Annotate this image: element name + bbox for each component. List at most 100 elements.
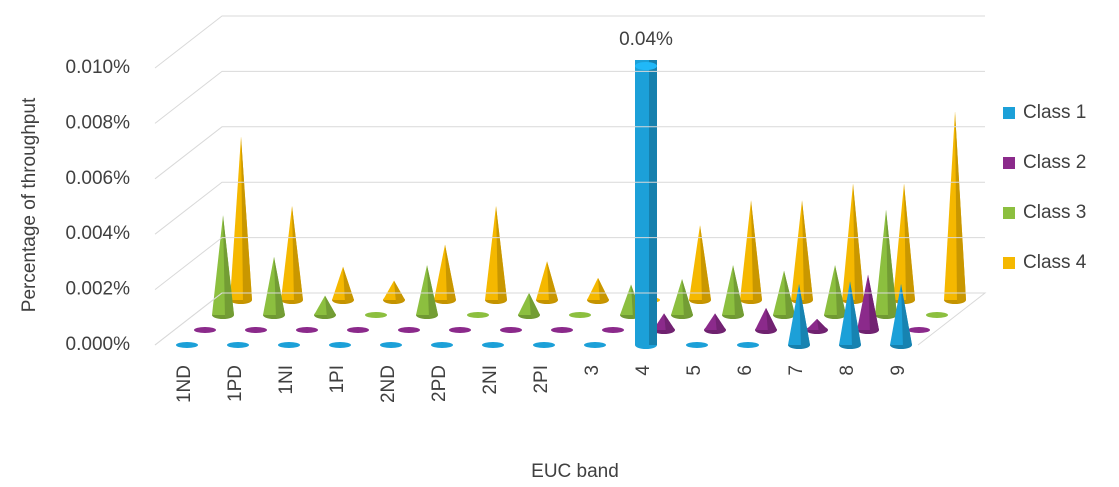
cone xyxy=(227,342,249,348)
cone-base xyxy=(602,327,624,333)
cone-base xyxy=(227,342,249,348)
cone-base xyxy=(482,342,504,348)
cone-shade xyxy=(784,270,795,318)
cone-base xyxy=(686,342,708,348)
cone xyxy=(806,318,828,334)
cone xyxy=(569,312,591,318)
cone-shade xyxy=(835,265,846,318)
grid-line xyxy=(154,70,985,124)
cone xyxy=(482,342,504,348)
cone-shade xyxy=(529,292,540,318)
cone-base xyxy=(398,327,420,333)
x-tick-label: 1NI xyxy=(276,365,297,395)
cone xyxy=(704,313,726,334)
x-tick-label: 1ND xyxy=(174,365,195,403)
cone-shade xyxy=(904,183,915,303)
x-axis-title: EUC band xyxy=(531,461,619,482)
cone-shade xyxy=(766,307,777,333)
cone xyxy=(212,215,234,319)
cone-base xyxy=(584,342,606,348)
cone-shade xyxy=(343,266,354,303)
cone xyxy=(365,312,387,318)
cone xyxy=(875,209,897,319)
legend-swatch xyxy=(1003,257,1015,269)
cone-shade xyxy=(733,265,744,318)
cone xyxy=(653,313,675,334)
cone xyxy=(722,265,744,319)
cone-shade xyxy=(751,200,762,303)
cone-base xyxy=(431,342,453,348)
cone xyxy=(824,265,846,319)
cone xyxy=(839,281,861,349)
cone-base xyxy=(329,342,351,348)
cone-shade xyxy=(496,205,507,303)
cone xyxy=(485,205,507,304)
cone xyxy=(467,312,489,318)
cone-shade xyxy=(850,281,861,348)
cone xyxy=(551,327,573,333)
cone xyxy=(788,284,810,349)
x-tick-label: 2PI xyxy=(531,365,552,394)
cone xyxy=(332,266,354,304)
cone xyxy=(245,327,267,333)
cone xyxy=(737,342,759,348)
cone-shade xyxy=(223,215,234,318)
cone xyxy=(518,292,540,319)
grid-line xyxy=(154,126,985,180)
data-label: 0.04% xyxy=(619,29,673,50)
cone xyxy=(383,280,405,304)
cone xyxy=(398,327,420,333)
cone xyxy=(635,60,657,349)
cone-base xyxy=(176,342,198,348)
cone xyxy=(926,312,948,318)
y-tick-label: 0.002% xyxy=(66,279,131,300)
cone-shade xyxy=(682,278,693,318)
cone-shade xyxy=(901,284,912,348)
x-tick-label: 8 xyxy=(837,365,858,376)
cone xyxy=(587,277,609,304)
x-tick-label: 5 xyxy=(684,365,705,376)
y-tick-label: 0.000% xyxy=(66,334,131,355)
x-tick-label: 4 xyxy=(633,365,654,376)
cone-shade xyxy=(886,209,897,318)
x-tick-label: 1PI xyxy=(327,365,348,394)
cone-shade xyxy=(868,274,879,333)
floor xyxy=(154,292,987,346)
cone-base xyxy=(467,312,489,318)
cone-shade xyxy=(427,265,438,318)
cone-base xyxy=(908,327,930,333)
cone-shade xyxy=(241,136,252,303)
cone xyxy=(329,342,351,348)
cone-shade xyxy=(664,313,675,333)
cone xyxy=(416,265,438,319)
cone-base xyxy=(296,327,318,333)
cone xyxy=(347,327,369,333)
x-tick-label: 2ND xyxy=(378,365,399,403)
cylinder-top xyxy=(635,62,657,70)
cone-base xyxy=(380,342,402,348)
cone-base xyxy=(194,327,216,333)
cone-base xyxy=(737,342,759,348)
y-tick-label: 0.008% xyxy=(66,112,131,133)
cone xyxy=(533,342,555,348)
cone xyxy=(449,327,471,333)
legend-label: Class 1 xyxy=(1023,102,1086,123)
x-tick-label: 6 xyxy=(735,365,756,376)
y-tick-label: 0.006% xyxy=(66,168,131,189)
cone xyxy=(671,278,693,319)
legend-label: Class 4 xyxy=(1023,252,1087,273)
cone-base xyxy=(449,327,471,333)
cone-base xyxy=(533,342,555,348)
cone xyxy=(584,342,606,348)
x-tick-label: 2PD xyxy=(429,365,450,402)
cone-shade xyxy=(274,256,285,318)
cone xyxy=(893,183,915,304)
cone xyxy=(890,284,912,349)
legend-swatch xyxy=(1003,157,1015,169)
cone xyxy=(296,327,318,333)
cone-shade xyxy=(445,244,456,303)
cone xyxy=(500,327,522,333)
cone-shade xyxy=(802,200,813,303)
x-tick-label: 2NI xyxy=(480,365,501,395)
